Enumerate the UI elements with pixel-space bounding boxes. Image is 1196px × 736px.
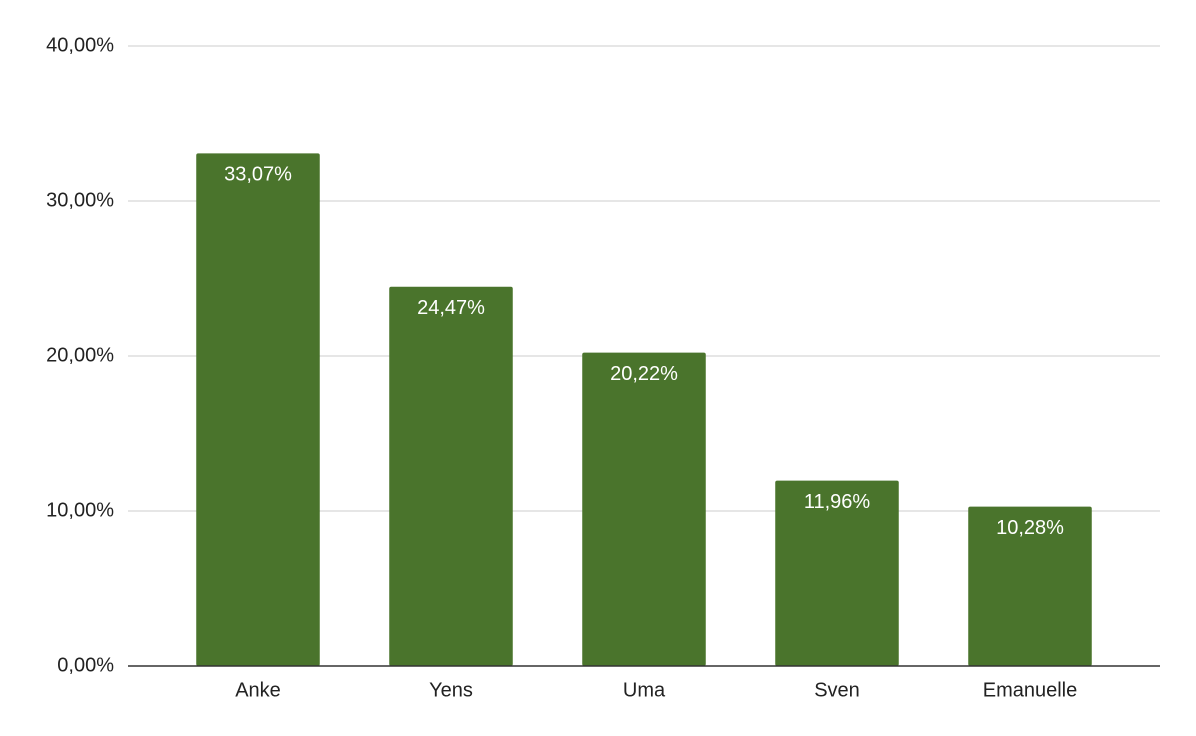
bar bbox=[389, 286, 513, 666]
bar bbox=[196, 153, 320, 667]
bar bbox=[968, 506, 1092, 666]
value-label: 33,07% bbox=[224, 164, 292, 186]
y-tick-label: 10,00% bbox=[46, 499, 114, 521]
x-tick-label: Yens bbox=[429, 679, 473, 701]
x-tick-label: Emanuelle bbox=[983, 679, 1078, 701]
y-tick-label: 0,00% bbox=[57, 654, 114, 676]
x-tick-label: Anke bbox=[235, 679, 281, 701]
value-label: 20,22% bbox=[610, 363, 678, 385]
value-label: 24,47% bbox=[417, 297, 485, 319]
y-tick-label: 40,00% bbox=[46, 34, 114, 56]
value-label: 11,96% bbox=[804, 491, 871, 513]
y-tick-label: 30,00% bbox=[46, 189, 114, 211]
x-tick-label: Sven bbox=[814, 679, 860, 701]
bar bbox=[775, 480, 899, 666]
x-tick-label: Uma bbox=[623, 679, 666, 701]
y-tick-label: 20,00% bbox=[46, 344, 114, 366]
bar bbox=[582, 352, 706, 666]
value-label: 10,28% bbox=[996, 517, 1064, 539]
